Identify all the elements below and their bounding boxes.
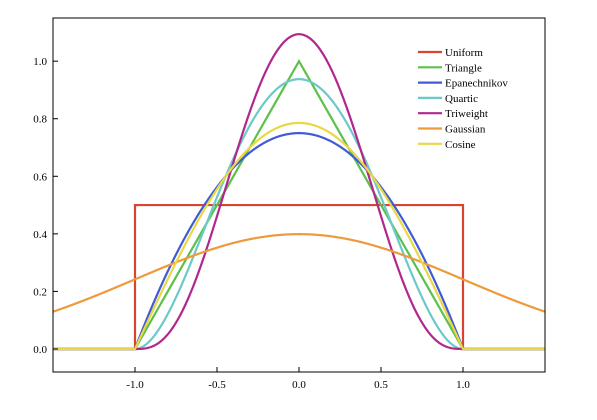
legend-label-gaussian: Gaussian <box>445 124 486 136</box>
y-axis: 0.0 0.2 0.4 0.6 0.8 1.0 <box>33 56 58 356</box>
x-tick-label: 0.5 <box>374 379 388 391</box>
legend-label-quartic: Quartic <box>445 93 478 105</box>
x-tick-label: 0.0 <box>292 379 306 391</box>
y-tick-label: 0.8 <box>33 114 47 126</box>
y-tick-label: 0.0 <box>33 344 47 356</box>
series-gaussian-line <box>52 233 546 313</box>
legend-label-triweight: Triweight <box>445 108 488 120</box>
x-tick-label: -1.0 <box>126 379 144 391</box>
x-axis: -1.0 -0.5 0.0 0.5 1.0 <box>126 367 470 391</box>
y-tick-label: 0.6 <box>33 171 47 183</box>
series-epanechnikov-line <box>53 132 545 351</box>
y-tick-label: 0.4 <box>33 229 47 241</box>
y-tick-label: 0.2 <box>33 286 47 298</box>
legend-label-cosine: Cosine <box>445 139 476 151</box>
legend-label-uniform: Uniform <box>445 47 483 59</box>
series-uniform-line <box>53 203 545 351</box>
legend-label-epanechnikov: Epanechnikov <box>445 78 508 90</box>
series-layer <box>52 33 546 351</box>
legend: Uniform Triangle Epanechnikov Quartic Triwei… <box>418 47 508 151</box>
x-tick-label: -0.5 <box>208 379 226 391</box>
series-cosine-line <box>53 121 545 351</box>
x-tick-label: 1.0 <box>456 379 470 391</box>
y-tick-label: 1.0 <box>33 56 47 68</box>
legend-label-triangle: Triangle <box>445 62 482 74</box>
